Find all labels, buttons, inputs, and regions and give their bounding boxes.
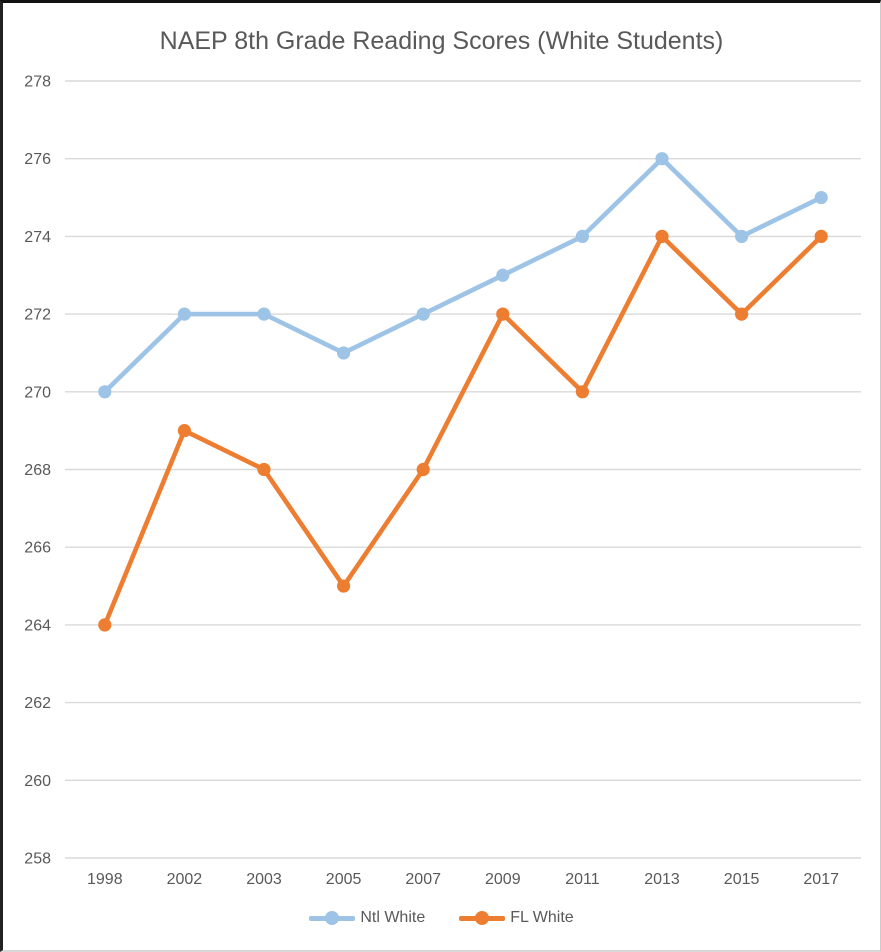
fl-white-legend-marker-icon bbox=[459, 911, 506, 925]
series-point-fl-white bbox=[735, 307, 749, 321]
legend-label-ntl-white: Ntl White bbox=[360, 909, 426, 926]
series-line-fl-white bbox=[102, 234, 824, 628]
x-tick-label: 2007 bbox=[405, 871, 441, 888]
x-tick-label: 2002 bbox=[167, 871, 203, 888]
series-point-fl-white bbox=[814, 229, 828, 243]
series-point-ntl-white bbox=[655, 152, 669, 166]
series-point-fl-white bbox=[416, 462, 430, 477]
y-tick-label: 268 bbox=[24, 462, 51, 479]
legend-label-fl-white: FL White bbox=[510, 909, 574, 926]
x-tick-label: 2011 bbox=[565, 871, 600, 888]
series-point-fl-white bbox=[575, 385, 590, 399]
series-point-ntl-white bbox=[575, 229, 590, 243]
series-point-ntl-white bbox=[814, 190, 828, 205]
series-point-ntl-white bbox=[735, 229, 749, 243]
series-line-ntl-white bbox=[102, 156, 824, 395]
chart-legend: Ntl White FL White bbox=[3, 909, 880, 927]
y-tick-label: 266 bbox=[24, 540, 51, 557]
series-point-fl-white bbox=[496, 307, 510, 321]
series-point-ntl-white bbox=[257, 307, 271, 321]
x-tick-label: 2015 bbox=[724, 871, 760, 888]
x-tick-label: 2005 bbox=[326, 871, 362, 888]
y-tick-label: 264 bbox=[24, 617, 51, 634]
x-tick-label: 2013 bbox=[644, 871, 680, 888]
series-point-ntl-white bbox=[98, 385, 112, 399]
y-tick-label: 258 bbox=[24, 851, 51, 868]
series-point-ntl-white bbox=[337, 346, 351, 360]
line-chart-plot-area: 258 260 262 264 266 268 270 272 274 276 278 1998 200… bbox=[24, 74, 861, 888]
y-tick-label: 262 bbox=[24, 695, 51, 712]
x-tick-label: 1998 bbox=[87, 871, 123, 888]
series-point-ntl-white bbox=[416, 307, 430, 321]
series-point-fl-white bbox=[257, 462, 271, 477]
series-point-ntl-white bbox=[177, 307, 191, 321]
y-tick-label: 272 bbox=[24, 307, 51, 324]
series-point-ntl-white bbox=[496, 268, 510, 282]
x-tick-label: 2003 bbox=[246, 871, 282, 888]
x-tick-label: 2017 bbox=[803, 871, 839, 888]
chart-title: NAEP 8th Grade Reading Scores (White Stu… bbox=[159, 27, 724, 55]
y-tick-label: 278 bbox=[24, 74, 51, 91]
legend-item-fl-white: FL White bbox=[459, 909, 574, 927]
ntl-white-legend-marker-icon bbox=[309, 911, 356, 925]
y-tick-label: 276 bbox=[24, 151, 51, 168]
series-point-fl-white bbox=[98, 618, 112, 632]
x-tick-label: 2009 bbox=[485, 871, 521, 888]
y-tick-label: 270 bbox=[24, 384, 51, 401]
legend-item-ntl-white: Ntl White bbox=[309, 909, 425, 927]
series-point-fl-white bbox=[337, 579, 351, 593]
series-point-fl-white bbox=[655, 229, 669, 243]
y-tick-label: 260 bbox=[24, 773, 51, 790]
y-tick-label: 274 bbox=[24, 229, 51, 246]
series-point-fl-white bbox=[177, 424, 191, 438]
